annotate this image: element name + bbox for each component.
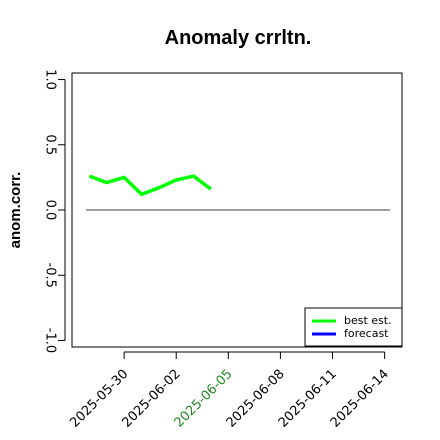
legend: best est.forecast [304,307,403,347]
y-tick-label: -0.5 [43,263,58,288]
y-tick-label: 1.0 [43,69,58,90]
legend-entry: best est. [344,314,392,327]
x-axis: 2025-05-302025-06-022025-06-052025-06-08… [67,351,392,431]
series-line-best-est [88,174,212,197]
legend-box [304,307,403,347]
y-tick-label: 0.0 [43,200,58,221]
y-tick-label: -1.0 [43,328,58,353]
plot-area [86,174,390,211]
y-axis-label: anom.corr. [7,172,24,249]
legend-entry: forecast [344,327,389,340]
y-tick-label: 0.5 [43,134,58,155]
chart-title: Anomaly crrltn. [165,27,312,49]
plot-frame [71,72,403,348]
y-axis: -1.0 -0.5 0.0 0.5 1.0 [43,69,66,353]
